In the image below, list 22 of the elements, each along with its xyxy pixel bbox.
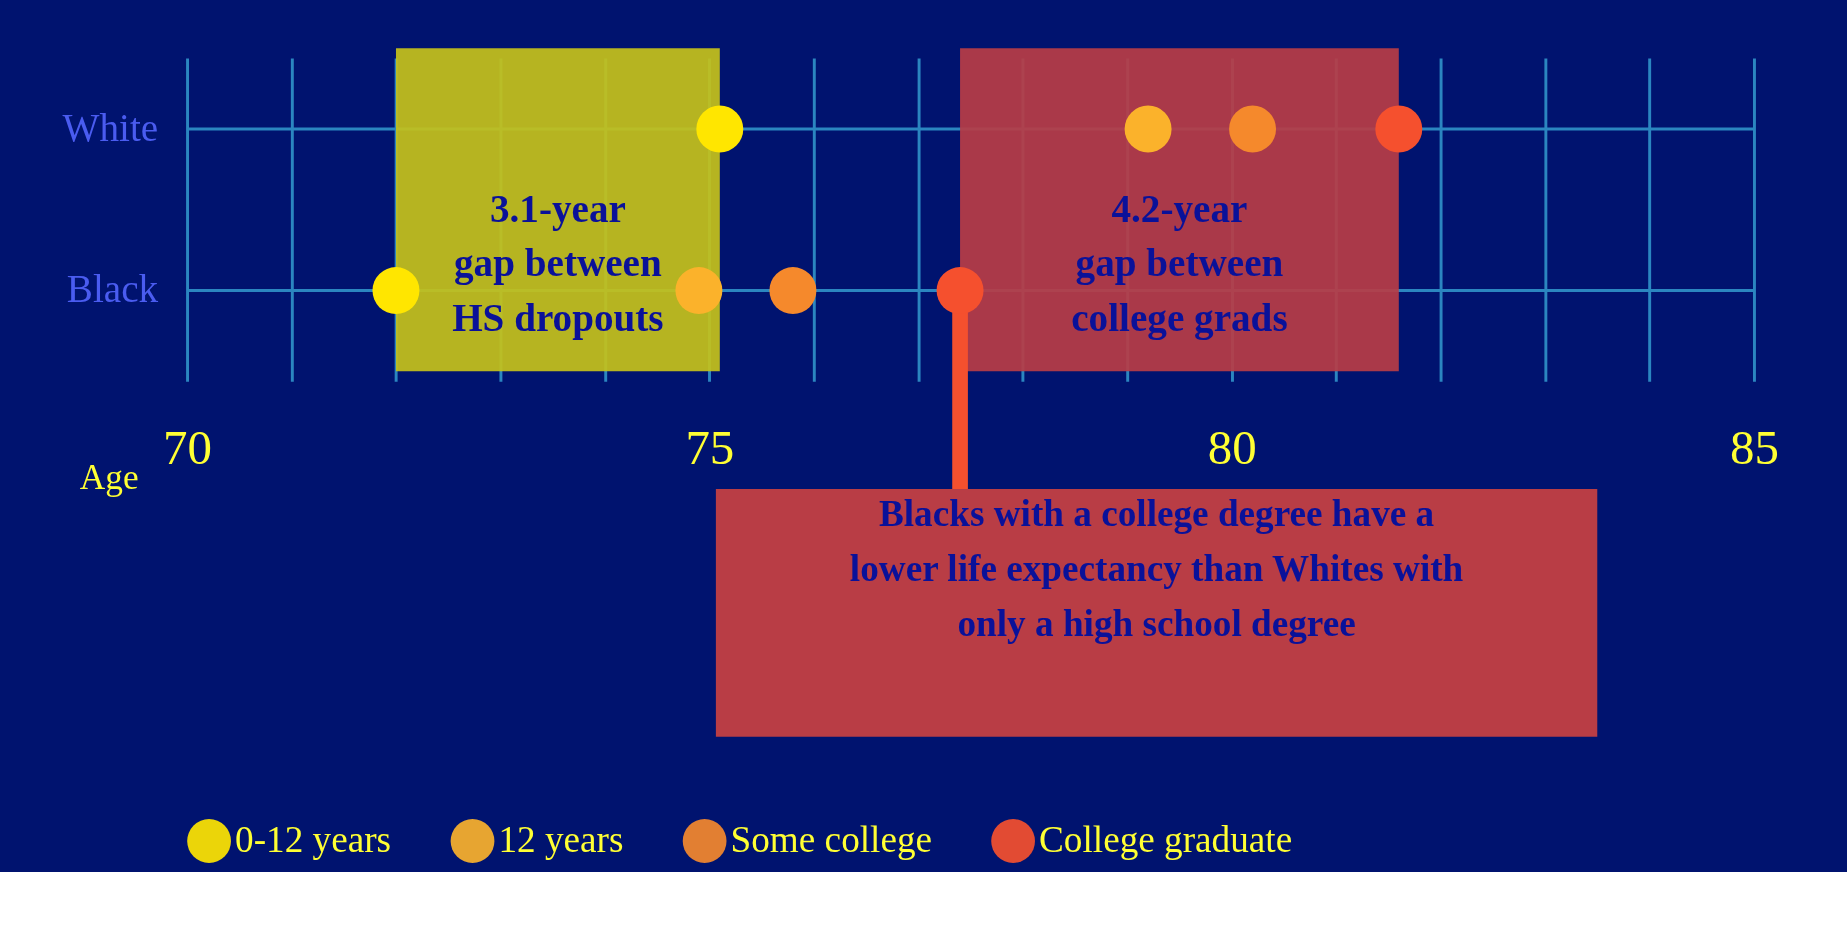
point: [936, 267, 984, 315]
point: [675, 267, 723, 315]
point: [1375, 105, 1423, 153]
legend-label: 0-12 years: [235, 818, 392, 860]
y-tick-label: White: [62, 105, 159, 149]
legend-label: 12 years: [498, 818, 624, 860]
x-tick-label: 85: [1729, 419, 1779, 475]
y-tick-label: Black: [66, 267, 159, 311]
point: [1124, 105, 1172, 153]
legend-label: Some college: [730, 818, 933, 860]
annotation: Blacks with a college degree have a lower life expectancy than Whites with only a high school degree: [849, 493, 1464, 644]
x-axis-title: Age: [79, 458, 139, 498]
band-label: 4.2-year gap between college grads: [1071, 186, 1288, 341]
x-tick-label: 75: [685, 419, 735, 475]
x-tick-label: 80: [1207, 419, 1257, 475]
point: [696, 105, 744, 153]
x-tick-label: 70: [163, 419, 213, 475]
point: [769, 267, 817, 315]
point: [1229, 105, 1277, 153]
band-label: 3.1-year gap between HS dropouts: [452, 186, 664, 341]
point: [372, 267, 420, 315]
legend-label: College graduate: [1039, 818, 1293, 860]
